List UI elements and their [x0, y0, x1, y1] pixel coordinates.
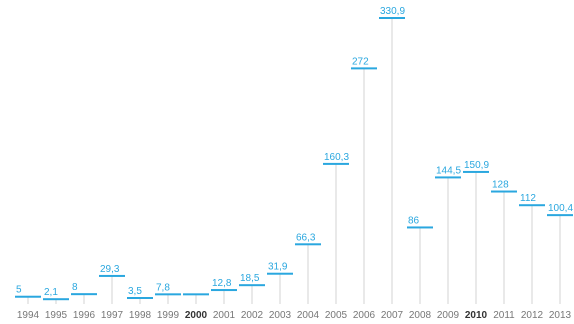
value-label-2005: 160,3 [324, 152, 349, 163]
bar-marker-2003 [267, 272, 293, 275]
bar-group-2001: 12,8 2001 [211, 278, 237, 321]
value-label-2012: 112 [520, 193, 536, 204]
year-label-2000: 2000 [185, 310, 208, 321]
value-label-2003: 31,9 [268, 262, 288, 273]
year-label-2005: 2005 [325, 310, 348, 321]
bar-marker-2008 [407, 226, 433, 229]
year-label-2003: 2003 [269, 310, 292, 321]
year-label-2007: 2007 [381, 310, 404, 321]
year-label-1999: 1999 [157, 310, 180, 321]
bar-group-2008: 86 2008 [407, 215, 433, 321]
year-label-2002: 2002 [241, 310, 264, 321]
bar-marker-1998 [127, 297, 153, 300]
bar-group-2007: 330,9 2007 [379, 6, 405, 321]
year-label-2006: 2006 [353, 310, 376, 321]
year-label-2001: 2001 [213, 310, 236, 321]
year-label-2010: 2010 [465, 310, 488, 321]
value-label-2006: 272 [352, 56, 369, 67]
value-label-2010: 150,9 [464, 160, 489, 171]
bar-group-1998: 3,5 1998 [127, 286, 153, 321]
bar-group-2010: 150,9 2010 [463, 160, 489, 321]
value-label-1995: 2,1 [44, 287, 58, 298]
bar-marker-2004 [295, 243, 321, 246]
bar-group-1995: 2,1 1995 [43, 287, 69, 321]
year-label-1995: 1995 [45, 310, 68, 321]
bar-marker-2005 [323, 162, 349, 165]
bar-marker-2011 [491, 190, 517, 193]
value-label-1994: 5 [16, 285, 22, 296]
value-label-2002: 18,5 [240, 273, 260, 284]
bar-group-2011: 128 2011 [491, 180, 517, 321]
year-label-2008: 2008 [409, 310, 432, 321]
value-label-1996: 8 [72, 282, 78, 293]
bar-group-2002: 18,5 2002 [239, 273, 265, 321]
bar-marker-1995 [43, 298, 69, 301]
value-label-2011: 128 [492, 180, 509, 191]
year-label-2004: 2004 [297, 310, 320, 321]
bar-group-1999: 7,8 1999 [155, 282, 181, 321]
value-label-1999: 7,8 [156, 282, 170, 293]
bar-marker-2001 [211, 289, 237, 292]
value-label-2004: 66,3 [296, 232, 316, 243]
bar-marker-2007 [379, 17, 405, 19]
year-label-1997: 1997 [101, 310, 124, 321]
value-label-2007: 330,9 [380, 6, 405, 17]
value-label-1997: 29,3 [100, 264, 120, 275]
bar-group-1997: 29,3 1997 [99, 264, 125, 321]
bar-marker-2000 [183, 293, 209, 296]
year-label-1998: 1998 [129, 310, 152, 321]
bar-marker-2010 [463, 170, 489, 173]
bar-marker-2012 [519, 204, 545, 207]
year-label-2013: 2013 [549, 310, 572, 321]
bar-group-2004: 66,3 2004 [295, 232, 321, 321]
year-label-2012: 2012 [521, 310, 544, 321]
year-label-2009: 2009 [437, 310, 460, 321]
bar-group-1996: 8 1996 [71, 282, 97, 321]
bar-marker-2013 [547, 214, 573, 217]
value-label-2013: 100,4 [548, 203, 573, 214]
bar-group-1994: 5 1994 [15, 285, 41, 321]
year-label-1994: 1994 [17, 310, 40, 321]
bar-group-2012: 112 2012 [519, 193, 545, 321]
bar-marker-2002 [239, 284, 265, 287]
bar-marker-1996 [71, 293, 97, 296]
value-label-1998: 3,5 [128, 286, 142, 297]
bar-group-2006: 272 2006 [351, 56, 377, 321]
value-label-2001: 12,8 [212, 278, 232, 289]
bar-marker-1994 [15, 295, 41, 298]
bar-group-2003: 31,9 2003 [267, 262, 293, 321]
value-label-2008: 86 [408, 215, 420, 226]
bar-group-2009: 144,5 2009 [435, 165, 461, 321]
bar-marker-1999 [155, 293, 181, 296]
bar-group-2000: 2000 [183, 293, 209, 321]
bar-marker-2006 [351, 67, 377, 70]
value-label-2009: 144,5 [436, 165, 461, 176]
year-label-1996: 1996 [73, 310, 96, 321]
bar-group-2005: 160,3 2005 [323, 152, 349, 321]
year-label-2011: 2011 [493, 310, 515, 321]
bar-group-2013: 100,4 2013 [547, 203, 573, 321]
bar-marker-2009 [435, 176, 461, 179]
bar-marker-1997 [99, 274, 125, 277]
